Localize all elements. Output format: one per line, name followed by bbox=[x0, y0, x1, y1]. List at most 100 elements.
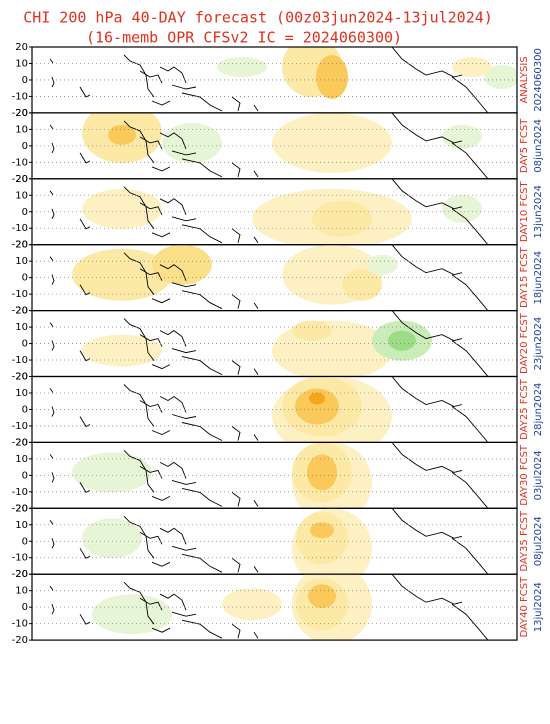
y-tick-label: -10 bbox=[12, 619, 28, 630]
y-tick-label: 0 bbox=[22, 536, 28, 547]
y-tick-label: -20 bbox=[12, 240, 28, 251]
panel-date: 13jun2024 bbox=[533, 185, 544, 239]
panel-label: DAY30 FCST bbox=[519, 444, 530, 506]
anomaly-shading bbox=[82, 518, 142, 559]
y-tick-label: 0 bbox=[22, 602, 28, 613]
anomaly-shading bbox=[162, 122, 222, 163]
panel bbox=[49, 244, 489, 311]
y-tick-label: -20 bbox=[12, 306, 28, 317]
y-tick-label: -10 bbox=[12, 355, 28, 366]
panel-label: DAY10 FCST bbox=[519, 180, 530, 242]
y-tick-label: -10 bbox=[12, 289, 28, 300]
field bbox=[49, 47, 517, 113]
panel-frame bbox=[31, 573, 518, 641]
y-tick-label: -20 bbox=[12, 437, 28, 448]
y-tick-label: 10 bbox=[15, 190, 28, 201]
field bbox=[49, 310, 489, 377]
y-tick-label: 10 bbox=[15, 58, 28, 69]
anomaly-shading bbox=[82, 334, 162, 367]
y-tick-label: -10 bbox=[12, 91, 28, 102]
anomaly-shading bbox=[388, 330, 416, 351]
y-tick-label: -10 bbox=[12, 553, 28, 564]
panel-date: 28jun2024 bbox=[533, 383, 544, 437]
field bbox=[49, 244, 489, 311]
anomaly-shading bbox=[484, 65, 517, 89]
panel-label: DAY20 FCST bbox=[519, 312, 530, 374]
panel bbox=[49, 574, 489, 641]
y-tick-label: 10 bbox=[15, 388, 28, 399]
field bbox=[49, 508, 489, 575]
panel-label: DAY40 FCST bbox=[519, 576, 530, 638]
y-tick-label: 20 bbox=[15, 569, 28, 580]
anomaly-shading bbox=[342, 268, 382, 301]
y-tick-label: 20 bbox=[15, 174, 28, 185]
panel-date: 23jun2024 bbox=[533, 317, 544, 371]
y-tick-label: 10 bbox=[15, 322, 28, 333]
anomaly-shading bbox=[152, 244, 212, 285]
panel bbox=[49, 178, 489, 245]
y-tick-label: -20 bbox=[12, 635, 28, 646]
anomaly-shading bbox=[295, 388, 339, 425]
y-tick-label: 20 bbox=[15, 306, 28, 317]
anomaly-shading bbox=[272, 320, 392, 377]
panel-label: DAY25 FCST bbox=[519, 378, 530, 440]
anomaly-shading bbox=[366, 254, 398, 275]
panel-date: 13jul2024 bbox=[533, 582, 544, 632]
field bbox=[49, 376, 489, 443]
panel-label: DAY35 FCST bbox=[519, 510, 530, 572]
panel bbox=[49, 442, 489, 509]
anomaly-shading bbox=[72, 248, 172, 301]
y-tick-label: 20 bbox=[15, 42, 28, 53]
anomaly-shading bbox=[307, 454, 337, 491]
panel-date: 18jun2024 bbox=[533, 251, 544, 305]
y-tick-label: 20 bbox=[15, 108, 28, 119]
y-tick-label: -20 bbox=[12, 372, 28, 383]
y-tick-label: -20 bbox=[12, 503, 28, 514]
panel bbox=[49, 47, 517, 113]
panel-date: 2024060300 bbox=[533, 48, 544, 112]
y-tick-label: -10 bbox=[12, 487, 28, 498]
anomaly-shading bbox=[309, 392, 325, 405]
y-tick-label: 0 bbox=[22, 470, 28, 481]
anomaly-shading bbox=[312, 200, 372, 237]
anomaly-shading bbox=[308, 584, 336, 609]
y-tick-label: 0 bbox=[22, 339, 28, 350]
y-tick-label: 20 bbox=[15, 372, 28, 383]
subtitle: (16-memb OPR CFSv2 IC = 2024060300) bbox=[86, 29, 402, 47]
y-tick-label: 10 bbox=[15, 124, 28, 135]
y-tick-label: 0 bbox=[22, 141, 28, 152]
panel bbox=[49, 310, 489, 377]
anomaly-shading bbox=[310, 522, 334, 539]
y-tick-label: 0 bbox=[22, 75, 28, 86]
panel-label: DAY5 FCST bbox=[519, 118, 530, 173]
panel-label: ANALYSIS bbox=[519, 56, 530, 103]
anomaly-shading bbox=[72, 452, 152, 493]
y-tick-label: 20 bbox=[15, 503, 28, 514]
y-tick-label: -10 bbox=[12, 421, 28, 432]
y-tick-label: 20 bbox=[15, 437, 28, 448]
y-tick-label: -20 bbox=[12, 108, 28, 119]
anomaly-shading bbox=[222, 588, 282, 621]
anomaly-shading bbox=[272, 112, 392, 173]
y-tick-label: 10 bbox=[15, 454, 28, 465]
y-tick-label: 20 bbox=[15, 240, 28, 251]
anomaly-shading bbox=[442, 124, 482, 149]
field bbox=[49, 442, 489, 509]
anomaly-shading bbox=[82, 188, 162, 229]
panel bbox=[49, 508, 489, 575]
y-tick-label: 10 bbox=[15, 256, 28, 267]
anomaly-shading bbox=[108, 124, 136, 145]
y-tick-label: 0 bbox=[22, 207, 28, 218]
anomaly-shading bbox=[292, 320, 332, 341]
field bbox=[49, 178, 489, 245]
anomaly-shading bbox=[452, 57, 492, 77]
y-tick-label: 0 bbox=[22, 273, 28, 284]
field bbox=[49, 574, 489, 641]
anomaly-shading bbox=[217, 57, 267, 77]
y-tick-label: -10 bbox=[12, 157, 28, 168]
y-tick-label: -20 bbox=[12, 569, 28, 580]
panel-label: DAY15 FCST bbox=[519, 246, 530, 308]
y-tick-label: -10 bbox=[12, 223, 28, 234]
anomaly-shading bbox=[316, 55, 348, 99]
